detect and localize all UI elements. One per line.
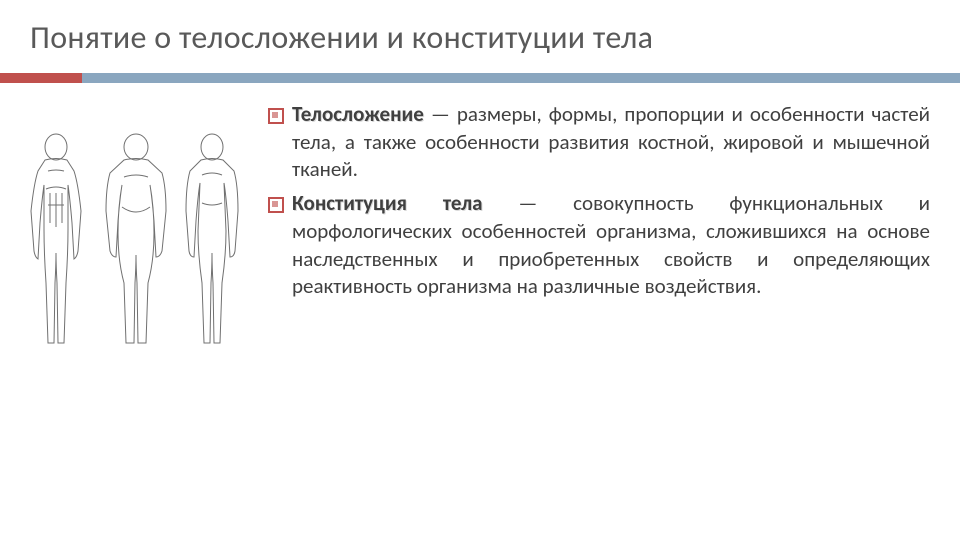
title-block: Понятие о телосложении и конституции тел… <box>0 0 960 67</box>
slide-title: Понятие о телосложении и конституции тел… <box>30 18 930 57</box>
content-row: Телосложение — размеры, формы, пропорции… <box>0 83 960 359</box>
term-2: Конституция тела <box>292 190 483 216</box>
list-item: Конституция тела — совокупность функцион… <box>266 190 930 301</box>
body-types-svg <box>18 127 252 359</box>
bullet-icon <box>266 106 286 126</box>
text-column: Телосложение — размеры, формы, пропорции… <box>266 101 930 359</box>
definition-1: Телосложение — размеры, формы, пропорции… <box>292 101 930 184</box>
body-types-figure <box>18 101 252 359</box>
divider-rule <box>0 73 960 83</box>
term-1: Телосложение <box>292 101 424 127</box>
bullet-icon <box>266 195 286 215</box>
divider-accent <box>0 73 82 83</box>
definition-2: Конституция тела — совокупность функцион… <box>292 190 930 301</box>
slide: Понятие о телосложении и конституции тел… <box>0 0 960 540</box>
divider-main <box>82 73 960 83</box>
list-item: Телосложение — размеры, формы, пропорции… <box>266 101 930 184</box>
